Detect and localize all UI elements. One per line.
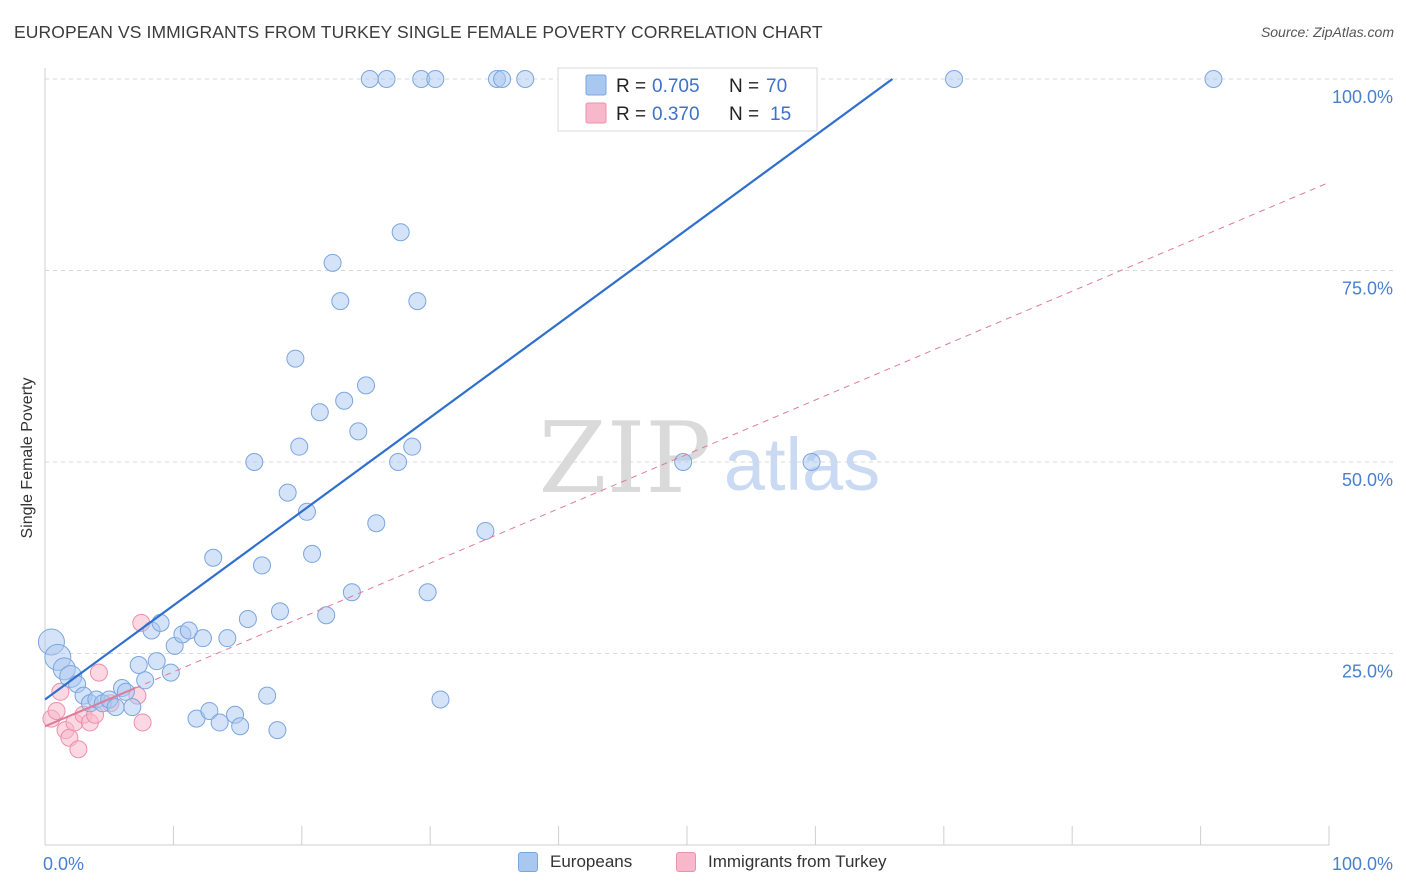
turkey-trend-line-dashed	[134, 181, 1330, 689]
europeans-trend-line	[44, 78, 894, 701]
y-tick-label: 75.0%	[1342, 279, 1393, 299]
legend-n-value-turkey: 15	[770, 104, 791, 125]
bottom-legend: Europeans Immigrants from Turkey	[0, 852, 1406, 876]
europeans-point	[431, 690, 450, 709]
europeans-point	[179, 621, 198, 640]
europeans-point	[335, 391, 354, 410]
europeans-point	[290, 437, 309, 456]
europeans-point	[193, 629, 212, 648]
europeans-point	[268, 721, 287, 740]
y-tick-label: 25.0%	[1342, 662, 1393, 682]
europeans-point	[161, 663, 180, 682]
europeans-point	[151, 613, 170, 632]
europeans-point	[389, 453, 408, 471]
europeans-point	[303, 544, 322, 563]
europeans-point	[204, 548, 223, 567]
chart-title: EUROPEAN VS IMMIGRANTS FROM TURKEY SINGL…	[14, 22, 823, 42]
turkey-point	[133, 713, 152, 732]
europeans-point	[278, 483, 297, 502]
legend-r-value-europeans: 0.705	[652, 76, 700, 97]
turkey-point	[51, 682, 70, 701]
europeans-point	[310, 403, 329, 422]
europeans-points	[37, 70, 1223, 740]
watermark: ZIP atlas	[539, 402, 881, 516]
europeans-point	[210, 713, 229, 732]
europeans-point	[367, 514, 386, 533]
europeans-point	[418, 583, 437, 602]
europeans-point	[252, 556, 271, 575]
gridlines	[45, 78, 1393, 654]
legend-r-label-europeans: R =	[616, 76, 646, 97]
legend-swatch-europeans	[585, 74, 607, 96]
x-tick-labels: 0.0% 100.0%	[43, 854, 1393, 874]
legend-n-label-turkey: N =	[729, 104, 759, 125]
europeans-point	[516, 70, 535, 88]
europeans-point	[238, 610, 257, 629]
europeans-point	[391, 223, 410, 242]
europeans-point	[426, 70, 445, 88]
trend-lines	[44, 78, 1330, 728]
bottom-legend-europeans: Europeans	[518, 852, 632, 872]
bottom-legend-europeans-label: Europeans	[550, 852, 633, 871]
europeans-point	[317, 606, 336, 625]
x-tick-label: 100.0%	[1332, 854, 1393, 874]
europeans-point	[270, 602, 289, 621]
europeans-point	[493, 70, 512, 88]
europeans-point	[476, 521, 495, 540]
europeans-point	[331, 292, 350, 311]
europeans-point	[286, 349, 305, 368]
y-tick-label: 100.0%	[1332, 87, 1393, 107]
europeans-point	[349, 422, 368, 441]
watermark-atlas: atlas	[724, 423, 880, 506]
europeans-point	[245, 453, 264, 471]
turkey-point	[69, 740, 88, 759]
europeans-point	[106, 698, 125, 717]
y-tick-label: 50.0%	[1342, 470, 1393, 490]
y-tick-labels: 25.0% 50.0% 75.0% 100.0%	[1332, 87, 1393, 682]
europeans-point	[342, 583, 361, 602]
europeans-point	[360, 70, 379, 88]
turkey-point	[47, 701, 66, 720]
europeans-point	[129, 655, 148, 674]
europeans-point	[123, 698, 142, 717]
europeans-point	[218, 629, 237, 648]
europeans-point	[802, 453, 821, 471]
europeans-point	[377, 70, 396, 88]
europeans-point	[1204, 70, 1223, 88]
europeans-swatch	[518, 852, 538, 872]
x-tick-label: 0.0%	[43, 854, 84, 874]
europeans-point	[945, 70, 964, 88]
turkey-swatch	[676, 852, 696, 872]
europeans-point	[403, 437, 422, 456]
europeans-point	[147, 652, 166, 671]
correlation-legend: R = 0.705 N = 70 R = 0.370 N = 15	[557, 67, 818, 132]
europeans-point	[297, 502, 316, 521]
europeans-point	[408, 292, 427, 311]
legend-r-value-turkey: 0.370	[652, 104, 700, 125]
europeans-point	[258, 686, 277, 705]
legend-n-value-europeans: 70	[766, 76, 787, 97]
europeans-point	[231, 717, 250, 736]
bottom-legend-turkey-label: Immigrants from Turkey	[708, 852, 887, 871]
europeans-point	[200, 701, 219, 720]
europeans-point	[136, 671, 155, 690]
source-credit: Source: ZipAtlas.com	[1260, 24, 1394, 40]
legend-swatch-turkey	[585, 102, 607, 124]
legend-n-label-europeans: N =	[729, 76, 759, 97]
bottom-legend-turkey: Immigrants from Turkey	[676, 852, 887, 872]
turkey-trend-line-solid	[44, 687, 136, 728]
legend-r-label-turkey: R =	[616, 104, 646, 125]
europeans-point	[357, 376, 375, 395]
europeans-point	[674, 453, 693, 471]
turkey-point	[89, 663, 108, 682]
europeans-point	[323, 253, 342, 272]
